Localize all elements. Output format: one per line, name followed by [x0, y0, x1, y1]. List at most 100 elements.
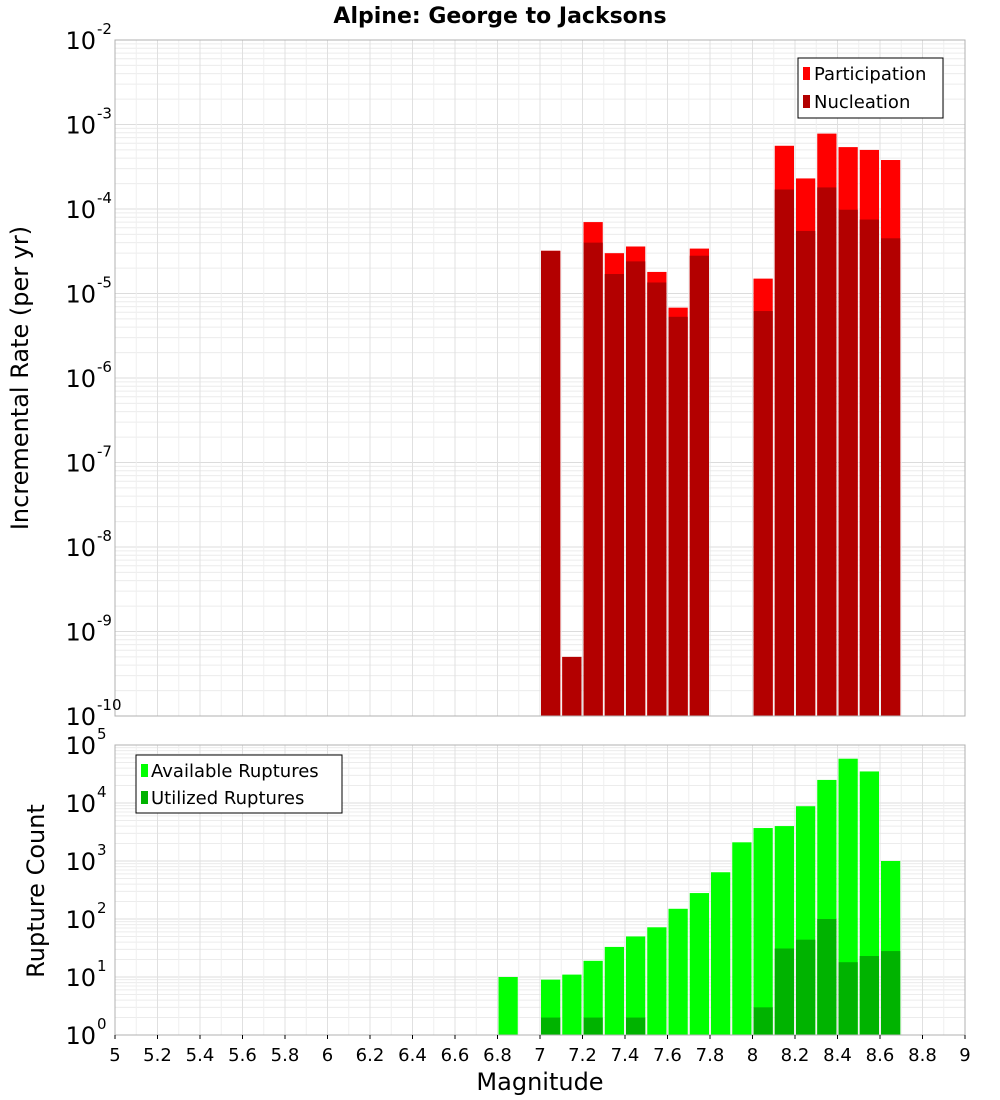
y-tick-label: 10 — [65, 906, 96, 934]
x-tick-label: 6.6 — [441, 1045, 470, 1066]
y-tick-exponent: 3 — [97, 841, 107, 859]
x-tick-label: 7.8 — [696, 1045, 725, 1066]
y-tick-exponent: -6 — [97, 358, 112, 376]
y-tick-exponent: 4 — [97, 783, 107, 801]
y-tick-label: 10 — [65, 703, 96, 731]
bar-available-ruptures — [562, 974, 582, 1035]
top-bars — [541, 133, 901, 717]
bar-utilized-ruptures — [817, 919, 837, 1035]
bar-utilized-ruptures — [626, 1017, 646, 1035]
x-tick-label: 5.2 — [143, 1045, 172, 1066]
y-tick-label: 10 — [65, 365, 96, 393]
bar-nucleation — [689, 255, 709, 716]
y-tick-exponent: -9 — [97, 612, 112, 630]
bar-nucleation — [774, 189, 794, 716]
bar-available-ruptures — [604, 946, 624, 1035]
bottom-legend-box — [135, 754, 343, 814]
bar-nucleation — [647, 282, 667, 716]
x-axis-label: Magnitude — [476, 1068, 603, 1096]
utilized-ruptures-legend-label: Utilized Ruptures — [151, 788, 304, 809]
bar-nucleation — [668, 316, 688, 716]
x-tick-label: 6.2 — [356, 1045, 385, 1066]
x-tick-label: 7.6 — [653, 1045, 682, 1066]
top-y-axis-label: Incremental Rate (per yr) — [6, 226, 34, 530]
x-tick-label: 5.4 — [186, 1045, 215, 1066]
x-tick-label: 8.4 — [823, 1045, 852, 1066]
y-tick-label: 10 — [65, 619, 96, 647]
y-tick-label: 10 — [65, 450, 96, 478]
x-tick-label: 9 — [959, 1045, 970, 1066]
y-tick-label: 10 — [65, 281, 96, 309]
x-tick-label: 5.8 — [271, 1045, 300, 1066]
y-tick-exponent: 5 — [97, 725, 107, 743]
bar-nucleation — [626, 261, 646, 716]
x-tick-label: 6.8 — [483, 1045, 512, 1066]
y-tick-label: 10 — [65, 790, 96, 818]
bar-available-ruptures — [498, 977, 518, 1035]
utilized-ruptures-swatch — [141, 791, 148, 804]
y-tick-exponent: -3 — [97, 105, 112, 123]
bottom-bars — [498, 758, 901, 1035]
y-tick-label: 10 — [65, 196, 96, 224]
top-legend: Participation Nucleation — [797, 57, 944, 119]
participation-legend-label: Participation — [814, 64, 926, 85]
y-tick-label: 10 — [65, 112, 96, 140]
x-tick-label: 6 — [322, 1045, 333, 1066]
x-tick-label: 6.4 — [398, 1045, 427, 1066]
y-tick-label: 10 — [65, 534, 96, 562]
y-tick-exponent: -5 — [97, 274, 112, 292]
bar-utilized-ruptures — [541, 1017, 561, 1035]
chart-title: Alpine: George to Jacksons — [333, 4, 666, 29]
bar-available-ruptures — [689, 893, 709, 1035]
bar-utilized-ruptures — [838, 962, 858, 1035]
y-tick-exponent: 1 — [97, 957, 107, 975]
x-tick-label: 8.2 — [781, 1045, 810, 1066]
bar-utilized-ruptures — [881, 951, 901, 1035]
bar-nucleation — [881, 238, 901, 717]
y-tick-exponent: 0 — [97, 1015, 107, 1033]
y-tick-label: 10 — [65, 1022, 96, 1050]
bar-nucleation — [817, 187, 837, 717]
bar-nucleation — [583, 242, 603, 717]
bar-nucleation — [753, 311, 773, 716]
top-plot-frame — [114, 39, 966, 717]
bottom-y-axis-label: Rupture Count — [22, 804, 50, 978]
y-tick-exponent: -4 — [97, 189, 112, 207]
x-ticks: 5 5.2 5.4 5.6 5.8 6 6.2 6.4 6.6 6.8 7 7.2 7.4 7.6 7.8 8… — [109, 1035, 971, 1066]
top-grid — [114, 40, 966, 717]
nucleation-legend-label: Nucleation — [814, 92, 910, 113]
participation-swatch — [803, 67, 810, 80]
bar-utilized-ruptures — [774, 948, 794, 1035]
bar-utilized-ruptures — [796, 939, 816, 1035]
y-tick-label: 10 — [65, 964, 96, 992]
bar-utilized-ruptures — [583, 1017, 603, 1035]
bar-available-ruptures — [647, 927, 667, 1035]
y-tick-exponent: -2 — [97, 20, 112, 38]
x-tick-label: 8 — [747, 1045, 758, 1066]
y-tick-exponent: -10 — [97, 696, 122, 714]
y-tick-exponent: -8 — [97, 527, 112, 545]
bar-available-ruptures — [732, 842, 752, 1035]
x-tick-label: 7 — [534, 1045, 545, 1066]
x-tick-label: 8.8 — [908, 1045, 937, 1066]
bar-nucleation — [562, 656, 582, 716]
bar-available-ruptures — [668, 908, 688, 1035]
y-tick-exponent: 2 — [97, 899, 107, 917]
x-tick-label: 7.4 — [611, 1045, 640, 1066]
x-tick-label: 5 — [109, 1045, 120, 1066]
x-tick-label: 5.6 — [228, 1045, 257, 1066]
y-tick-label: 10 — [65, 27, 96, 55]
x-tick-label: 8.6 — [866, 1045, 895, 1066]
bar-nucleation — [796, 230, 816, 717]
bar-nucleation — [604, 274, 624, 716]
bar-available-ruptures — [583, 960, 603, 1035]
bar-utilized-ruptures — [859, 956, 879, 1035]
available-ruptures-swatch — [141, 764, 148, 777]
bottom-legend: Available Ruptures Utilized Ruptures — [135, 754, 343, 814]
top-legend-box — [797, 57, 944, 119]
